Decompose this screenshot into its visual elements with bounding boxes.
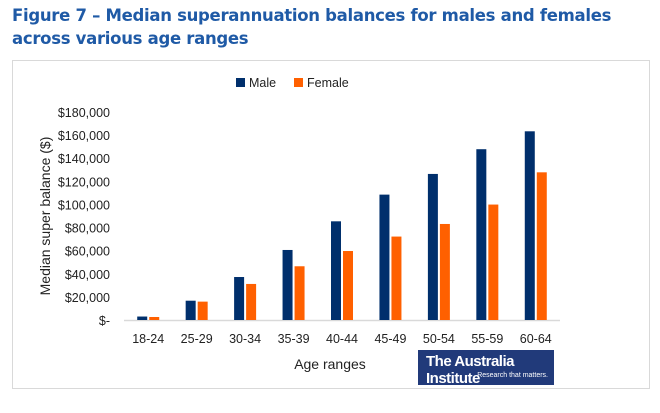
bar-female-30-34 [246,283,257,320]
bar-male-55-59 [476,149,487,320]
legend-label-female: Female [307,76,349,90]
bar-male-40-44 [331,221,341,320]
x-tick-label: 45-49 [374,332,406,346]
bar-male-18-24 [137,316,148,320]
y-axis-title: Median super balance ($) [37,137,53,296]
y-tick-label: $140,000 [58,152,110,166]
logo-name: The Australia Institute [426,353,514,387]
legend-swatch-male [236,78,245,87]
y-tick-label: $180,000 [58,106,110,120]
bar-female-40-44 [343,251,353,320]
logo-tagline: Research that matters. [477,372,548,379]
bar-female-18-24 [149,316,160,320]
bar-male-25-29 [185,300,196,320]
y-tick-label: $120,000 [58,175,110,189]
x-tick-label: 18-24 [132,332,164,346]
bar-female-45-49 [391,236,402,320]
y-tick-label: $40,000 [65,268,110,282]
bar-female-50-54 [439,223,450,320]
y-tick-label: $100,000 [58,198,110,212]
x-tick-label: 30-34 [229,332,261,346]
figure-title: Figure 7 – Median superannuation balance… [12,6,612,48]
x-tick-label: 40-44 [326,332,358,346]
bar-male-60-64 [524,131,535,320]
x-tick-label: 55-59 [471,332,503,346]
legend-swatch-female [294,78,303,87]
bar-male-30-34 [234,277,245,320]
y-tick-label: $80,000 [65,222,110,236]
chart-frame [12,60,650,389]
bar-female-55-59 [488,204,499,320]
bar-male-35-39 [282,249,293,320]
bar-male-50-54 [427,173,438,320]
bar-female-25-29 [197,301,208,320]
x-tick-label: 50-54 [423,332,455,346]
x-tick-label: 60-64 [520,332,552,346]
bar-female-60-64 [536,172,547,320]
y-tick-label: $20,000 [65,291,110,305]
y-tick-label: $- [99,314,110,328]
bar-male-45-49 [379,194,390,320]
x-axis-title: Age ranges [294,356,366,372]
x-tick-label: 25-29 [181,332,213,346]
bar-female-35-39 [294,266,305,320]
australia-institute-logo: The Australia Institute Research that ma… [418,350,554,387]
x-tick-label: 35-39 [278,332,310,346]
legend-label-male: Male [249,76,276,90]
y-tick-label: $60,000 [65,245,110,259]
y-tick-label: $160,000 [58,129,110,143]
